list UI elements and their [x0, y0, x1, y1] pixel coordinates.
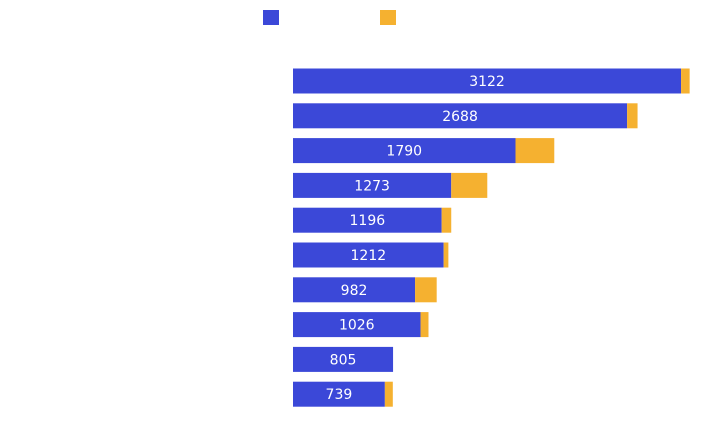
- data-label-row-6: 1212: [351, 248, 387, 264]
- data-label-row-1: 3122: [469, 74, 505, 90]
- bar-segment-1-row-1: [293, 68, 682, 94]
- bar-segment-2-row-4: [451, 172, 488, 198]
- data-label-row-5: 1196: [350, 213, 386, 229]
- data-label-row-10: 739: [326, 387, 353, 403]
- bar-segment-2-row-7: [415, 277, 437, 303]
- bar-segment-1-row-6: [293, 242, 444, 268]
- data-label-row-2: 2688: [442, 109, 478, 125]
- bar-segment-2-row-6: [443, 242, 449, 268]
- bar-segment-2-row-10: [384, 381, 393, 407]
- legend-swatch-2: [380, 10, 396, 25]
- bar-segment-2-row-8: [420, 312, 429, 338]
- bars-group: 3122 2688 1790 1273 1196 1212 982 1026 805 739: [293, 68, 690, 407]
- bar-segment-1-row-2: [293, 103, 628, 129]
- bar-segment-2-row-5: [441, 207, 452, 233]
- data-label-row-7: 982: [341, 283, 368, 299]
- data-label-row-3: 1790: [386, 144, 422, 160]
- bar-segment-2-row-3: [515, 138, 555, 164]
- bar-segment-1-row-5: [293, 207, 442, 233]
- legend-swatch-1: [263, 10, 279, 25]
- data-label-row-9: 805: [330, 352, 357, 368]
- bar-segment-2-row-2: [627, 103, 638, 129]
- bar-segment-1-row-8: [293, 312, 421, 338]
- data-label-row-8: 1026: [339, 318, 375, 334]
- data-label-row-4: 1273: [354, 178, 390, 194]
- bar-segment-1-row-3: [293, 138, 516, 164]
- bar-segment-1-row-7: [293, 277, 416, 303]
- bar-segment-1-row-4: [293, 172, 452, 198]
- bar-segment-2-row-1: [681, 68, 690, 94]
- bar-segment-1-row-9: [293, 346, 394, 372]
- bar-segment-1-row-10: [293, 381, 385, 407]
- legend: [263, 10, 396, 25]
